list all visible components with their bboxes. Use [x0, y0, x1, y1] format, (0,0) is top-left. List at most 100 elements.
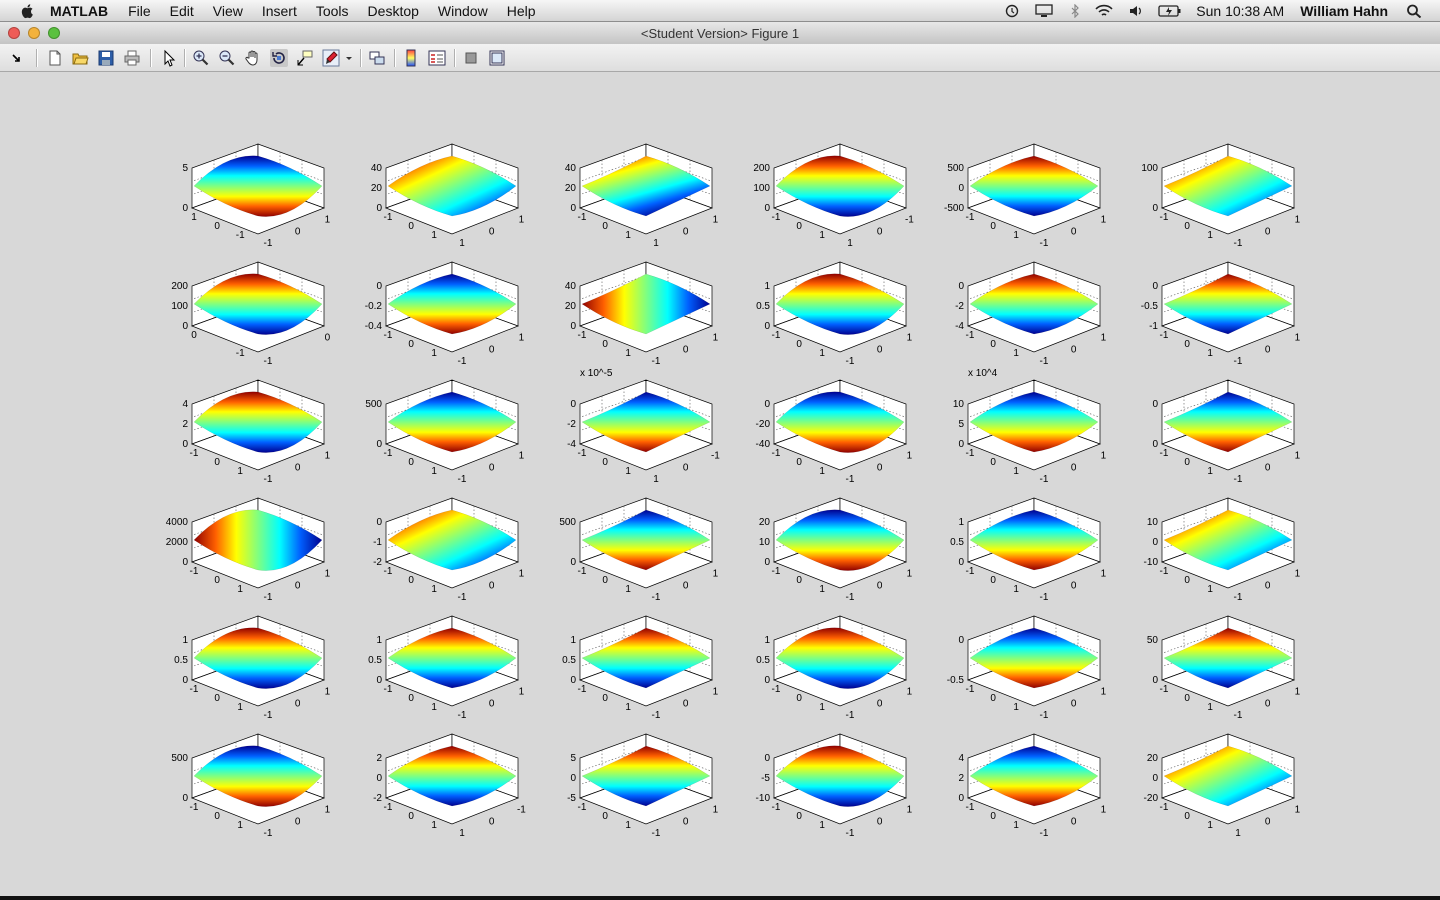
x-tick-label: 0 — [602, 693, 608, 704]
z-tick-label: 40 — [565, 281, 577, 292]
wifi-icon[interactable] — [1094, 4, 1114, 18]
z-tick-label: 5 — [182, 163, 188, 174]
x-tick-label: 0 — [602, 811, 608, 822]
z-tick-label: 1 — [764, 281, 770, 292]
bluetooth-icon[interactable] — [1070, 3, 1080, 18]
z-tick-label: 0 — [958, 793, 964, 804]
y-tick-label: 0 — [1071, 698, 1077, 709]
x-tick-label: 0 — [408, 457, 414, 468]
open-file-icon[interactable] — [71, 49, 89, 67]
y-tick-label: 0 — [295, 698, 301, 709]
volume-icon[interactable] — [1128, 4, 1144, 18]
subplot-20: 0-1-2-101-101 — [373, 497, 525, 603]
battery-icon[interactable] — [1158, 4, 1182, 18]
apple-menu-icon[interactable] — [20, 3, 36, 19]
menu-tools[interactable]: Tools — [315, 2, 349, 19]
y-tick-label: 0 — [877, 698, 883, 709]
y-tick-label: -1 — [517, 805, 526, 816]
subplot-23: 10.50-101-101 — [950, 497, 1107, 603]
menubar-clock[interactable]: Sun 10:38 AM — [1196, 2, 1285, 19]
x-tick-label: -1 — [772, 684, 781, 695]
display-icon[interactable] — [1034, 3, 1056, 18]
menu-desktop[interactable]: Desktop — [367, 2, 419, 19]
new-figure-icon[interactable] — [46, 49, 64, 67]
x-tick-label: -1 — [384, 802, 393, 813]
menu-help[interactable]: Help — [506, 2, 536, 19]
x-tick-label: 1 — [625, 584, 631, 595]
pan-hand-icon[interactable] — [244, 49, 262, 67]
z-scale-factor: x 10^4 — [968, 368, 998, 379]
x-tick-label: 0 — [990, 339, 996, 350]
subplot-36: 20 0 -20-1 0 1 1 0 1 — [1144, 733, 1301, 839]
surface-mesh — [775, 627, 905, 689]
zoom-window-button[interactable] — [48, 27, 60, 39]
spotlight-search-icon[interactable] — [1406, 4, 1422, 18]
y-tick-label: 0 — [1071, 580, 1077, 591]
x-tick-label: 1 — [819, 702, 825, 713]
zoom-in-icon[interactable] — [192, 49, 210, 67]
y-tick-label: -1 — [458, 710, 467, 721]
data-cursor-icon[interactable] — [296, 49, 314, 67]
x-tick-label: 0 — [1184, 811, 1190, 822]
rotate-3d-icon[interactable] — [270, 49, 288, 67]
menu-view[interactable]: View — [212, 2, 243, 19]
surface-mesh — [387, 391, 517, 453]
hide-plot-tools-icon[interactable] — [462, 49, 480, 67]
close-window-button[interactable] — [8, 27, 20, 39]
subplot-11: 0-2-4-101-101 — [955, 261, 1107, 367]
y-tick-label: 0 — [295, 462, 301, 473]
menu-edit[interactable]: Edit — [169, 2, 194, 19]
x-tick-label: 0 — [1184, 693, 1190, 704]
y-tick-label: -1 — [1040, 356, 1049, 367]
menu-window[interactable]: Window — [437, 2, 488, 19]
save-icon[interactable] — [97, 49, 115, 67]
y-tick-label: 1 — [1101, 805, 1107, 816]
menubar-user[interactable]: William Hahn — [1300, 2, 1388, 19]
z-tick-label: -40 — [756, 439, 771, 450]
x-tick-label: 0 — [990, 575, 996, 586]
x-tick-label: -1 — [772, 448, 781, 459]
y-tick-label: 1 — [713, 805, 719, 816]
y-tick-label: 1 — [907, 451, 913, 462]
print-icon[interactable] — [123, 49, 141, 67]
y-tick-label: -1 — [264, 710, 273, 721]
brush-dropdown-icon[interactable] — [344, 49, 354, 67]
surface-mesh — [775, 391, 905, 453]
x-tick-label: 0 — [214, 693, 220, 704]
y-tick-label: -1 — [846, 592, 855, 603]
x-tick-label: 0 — [1184, 457, 1190, 468]
y-tick-label: -1 — [652, 592, 661, 603]
y-tick-label: 1 — [1295, 333, 1301, 344]
z-tick-label: 0 — [958, 557, 964, 568]
y-tick-label: 0 — [683, 462, 689, 473]
time-machine-icon[interactable] — [1004, 4, 1020, 18]
x-tick-label: -1 — [384, 566, 393, 577]
z-tick-label: 20 — [1147, 753, 1159, 764]
z-tick-label: -5 — [761, 773, 770, 784]
y-tick-label: 1 — [325, 569, 331, 580]
dock-arrow-icon[interactable] — [8, 49, 26, 67]
show-plot-tools-icon[interactable] — [488, 49, 506, 67]
z-tick-label: 0 — [376, 281, 382, 292]
x-tick-label: 1 — [431, 466, 437, 477]
figure-canvas[interactable]: 5 0 1 0 -1 -1 0 1 40 20 0 -1 0 1 1 0 1 40 20 0 -1 0 1 1 0 1 200 100… — [0, 72, 1440, 896]
menu-app-name[interactable]: MATLAB — [50, 2, 109, 19]
x-tick-label: 1 — [191, 212, 197, 223]
legend-icon[interactable] — [428, 49, 446, 67]
subplot-25: 10.50-101-101 — [174, 615, 331, 721]
minimize-window-button[interactable] — [28, 27, 40, 39]
select-arrow-icon[interactable] — [160, 49, 178, 67]
y-tick-label: -1 — [264, 828, 273, 839]
x-tick-label: 1 — [431, 584, 437, 595]
brush-icon[interactable] — [322, 49, 340, 67]
y-tick-label: 0 — [877, 226, 883, 237]
z-tick-label: 20 — [565, 183, 577, 194]
y-tick-label: 1 — [653, 474, 659, 485]
menu-insert[interactable]: Insert — [261, 2, 297, 19]
colorbar-icon[interactable] — [402, 49, 420, 67]
link-plot-icon[interactable] — [368, 49, 386, 67]
zoom-out-icon[interactable] — [218, 49, 236, 67]
z-tick-label: 0 — [1152, 537, 1158, 548]
menu-file[interactable]: File — [128, 2, 151, 19]
z-tick-label: -1 — [1149, 321, 1158, 332]
